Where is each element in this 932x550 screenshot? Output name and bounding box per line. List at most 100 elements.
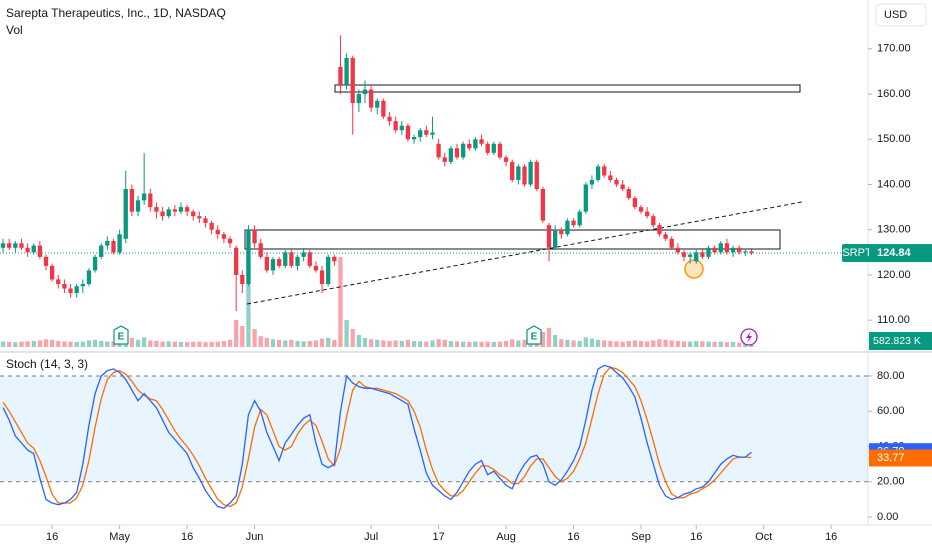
candle-body [497, 143, 503, 158]
candle-body [553, 229, 558, 248]
drawn-rectangle [244, 229, 781, 250]
earnings-label: E [118, 332, 125, 343]
volume-bar [184, 342, 190, 347]
candle-body [221, 234, 227, 239]
volume-bar [289, 339, 294, 347]
volume-bar [338, 257, 343, 347]
candle-body [510, 161, 515, 180]
volume-bar [7, 341, 12, 347]
x-tick-label: 16 [690, 531, 702, 543]
volume-bar [264, 338, 269, 347]
candles [0, 35, 754, 312]
volume-bar [0, 341, 6, 347]
candle-body [706, 247, 711, 257]
x-tick-label: Aug [496, 531, 516, 543]
candle-body [534, 161, 539, 190]
volume-bar [473, 341, 478, 347]
stoch-d-tag: 33.77 [877, 452, 905, 464]
currency-button[interactable] [875, 3, 927, 27]
volume-bar [724, 342, 730, 347]
drawn-rectangle [334, 84, 801, 93]
y-tick-label: 130.00 [877, 224, 911, 236]
volume-bar [227, 339, 233, 347]
candle-body [387, 116, 392, 122]
candle-body [411, 137, 417, 140]
volume-bar [448, 341, 454, 347]
candle-body [129, 189, 135, 212]
volume-bar [620, 341, 625, 347]
candle-body [92, 256, 98, 271]
candle-body [7, 243, 12, 248]
volume-bar [632, 340, 638, 347]
volume-bar [252, 329, 257, 347]
volume-bar [142, 337, 147, 347]
candle-body [99, 245, 104, 257]
volume-bar [68, 341, 73, 347]
stoch-band [0, 375, 868, 482]
candle-body [62, 283, 67, 289]
volume-bar [295, 341, 300, 347]
volume-bar [553, 335, 558, 347]
dividend-marker[interactable] [740, 328, 758, 346]
candle-body [528, 161, 533, 185]
candle-body [283, 252, 288, 266]
volume-bar [454, 341, 460, 347]
stoch-k-line [2, 364, 752, 509]
candle-body [13, 243, 18, 248]
volume-bar [405, 339, 411, 347]
volume-bar [418, 341, 423, 347]
candle-body [467, 143, 472, 149]
candle-body [485, 143, 490, 153]
volume-bar [215, 341, 220, 347]
x-tick-label: Sep [631, 531, 651, 543]
candle-body [418, 130, 423, 138]
volume-bar [467, 341, 472, 347]
volume-bar [283, 340, 288, 347]
volume-bar [577, 341, 582, 347]
candle-body [454, 148, 460, 158]
x-tick-label: 16 [567, 531, 579, 543]
candle-body [442, 157, 447, 162]
volume-bar [730, 341, 736, 347]
candle-body [448, 148, 454, 162]
candle-body [191, 211, 196, 217]
volume-bar [522, 339, 527, 347]
candle-body [246, 229, 251, 284]
volume-bar [56, 341, 61, 347]
y-tick-label: 120.00 [877, 269, 911, 281]
volume-bar [13, 342, 18, 347]
volume-bar [657, 339, 662, 347]
candle-body [240, 274, 245, 284]
candle-body [546, 225, 552, 248]
volume-bar [258, 336, 263, 347]
candle-body [166, 209, 171, 217]
volume-bar [589, 338, 595, 347]
volume-bar [387, 341, 392, 347]
symbol-tag: SRPT [842, 247, 872, 259]
volume-bar [559, 339, 564, 347]
y-tick-label: 150.00 [877, 133, 911, 145]
volume-bar [49, 339, 55, 347]
candle-body [718, 243, 723, 253]
price-tag: 124.84 [877, 247, 912, 259]
candle-body [399, 125, 404, 131]
x-tick-label: 16 [825, 531, 837, 543]
candle-body [657, 225, 662, 235]
candle-body [430, 132, 435, 135]
earnings-marker[interactable]: E [526, 325, 542, 345]
candle-body [516, 166, 521, 180]
volume-bar [221, 341, 227, 347]
candle-body [381, 100, 386, 117]
earnings-marker[interactable]: E [113, 325, 129, 345]
candle-body [332, 256, 337, 262]
volume-bar [602, 340, 607, 347]
candle-body [301, 252, 306, 257]
volume-bar [565, 339, 570, 347]
candle-body [743, 251, 748, 253]
candle-body [0, 243, 6, 248]
y-tick-label: 0.00 [877, 511, 898, 523]
candle-body [675, 247, 680, 253]
volume-bar [393, 340, 398, 347]
candle-body [258, 243, 263, 257]
volume-bar [203, 342, 208, 347]
